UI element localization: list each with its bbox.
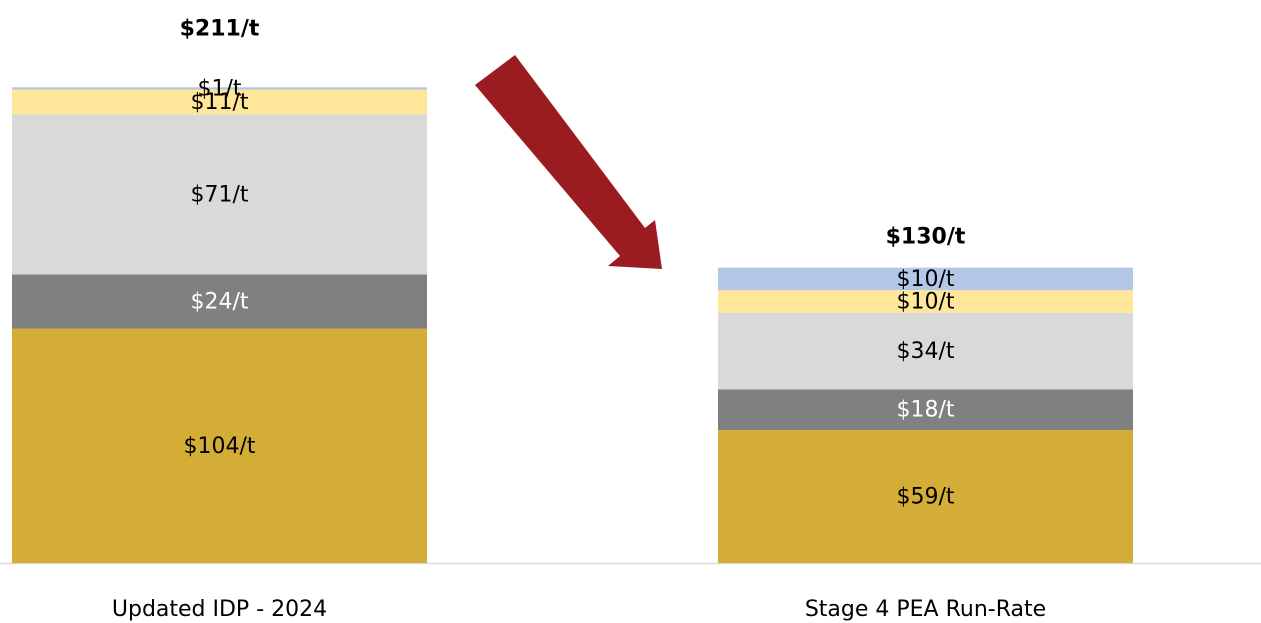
value-label: $34/t: [896, 339, 954, 364]
value-label: $1/t: [197, 76, 241, 101]
bar-segment: [718, 267, 1133, 291]
value-label: $18/t: [896, 398, 954, 423]
value-label: $10/t: [896, 289, 954, 314]
arrow: [475, 55, 662, 269]
bar-segment: [718, 389, 1133, 430]
x-tick-label: Stage 4 PEA Run-Rate: [805, 597, 1046, 622]
bar-segment: [12, 328, 427, 563]
value-label: $11/t: [190, 90, 248, 115]
bar-segment: [12, 87, 427, 90]
value-label: $71/t: [190, 182, 248, 207]
total-label: $211/t: [180, 16, 260, 41]
x-tick-label: Updated IDP - 2024: [112, 597, 327, 622]
value-label: $10/t: [896, 267, 954, 292]
bar-segment: [718, 429, 1133, 563]
value-label: $104/t: [183, 434, 255, 459]
bar-segment: [12, 114, 427, 275]
bar-segment: [718, 290, 1133, 313]
value-label: $24/t: [190, 289, 248, 314]
bar-segment: [12, 89, 427, 115]
bar-segment: [718, 312, 1133, 390]
bar-segment: [12, 274, 427, 329]
total-label: $130/t: [886, 225, 966, 250]
value-label: $59/t: [896, 484, 954, 509]
